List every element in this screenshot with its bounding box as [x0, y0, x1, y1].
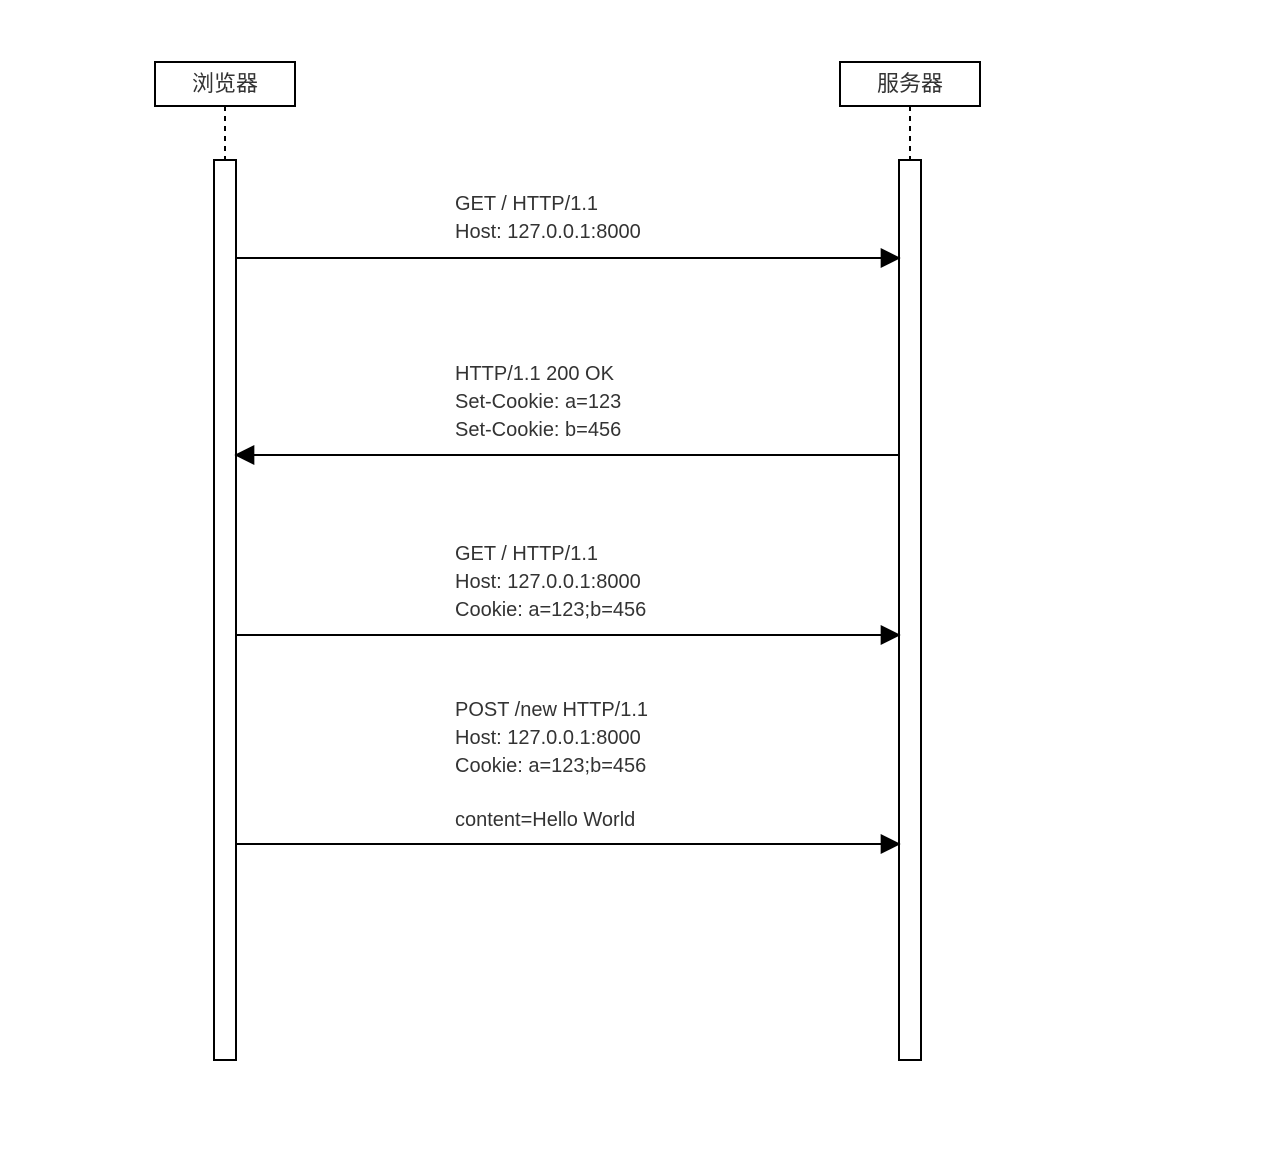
message-text: Set-Cookie: a=123 — [455, 391, 621, 413]
message-text: content=Hello World — [455, 809, 635, 831]
actor-browser-label: 浏览器 — [192, 71, 258, 96]
message-2: GET / HTTP/1.1 Host: 127.0.0.1:8000 Cookie… — [236, 543, 899, 635]
message-text: GET / HTTP/1.1 — [455, 193, 598, 215]
message-text: HTTP/1.1 200 OK — [455, 363, 615, 385]
sequence-diagram: 浏览器 服务器 GET / HTTP/1.1 Host: 127.0.0.1:80… — [0, 0, 1280, 1160]
activation-browser — [214, 160, 236, 1060]
actor-server: 服务器 — [840, 62, 980, 1060]
actor-server-label: 服务器 — [877, 71, 943, 96]
message-0: GET / HTTP/1.1 Host: 127.0.0.1:8000 — [236, 193, 899, 258]
message-text: POST /new HTTP/1.1 — [455, 699, 648, 721]
message-text: Cookie: a=123;b=456 — [455, 599, 646, 621]
activation-server — [899, 160, 921, 1060]
message-text: Host: 127.0.0.1:8000 — [455, 727, 641, 749]
actor-browser: 浏览器 — [155, 62, 295, 1060]
message-text: Set-Cookie: b=456 — [455, 419, 621, 441]
message-text: GET / HTTP/1.1 — [455, 543, 598, 565]
message-text: Host: 127.0.0.1:8000 — [455, 571, 641, 593]
message-text: Host: 127.0.0.1:8000 — [455, 221, 641, 243]
message-1: HTTP/1.1 200 OK Set-Cookie: a=123 Set-Cook… — [236, 363, 899, 455]
message-3: POST /new HTTP/1.1 Host: 127.0.0.1:8000 Co… — [236, 699, 899, 844]
messages-group: GET / HTTP/1.1 Host: 127.0.0.1:8000 HTTP/1… — [236, 193, 899, 844]
message-text: Cookie: a=123;b=456 — [455, 755, 646, 777]
